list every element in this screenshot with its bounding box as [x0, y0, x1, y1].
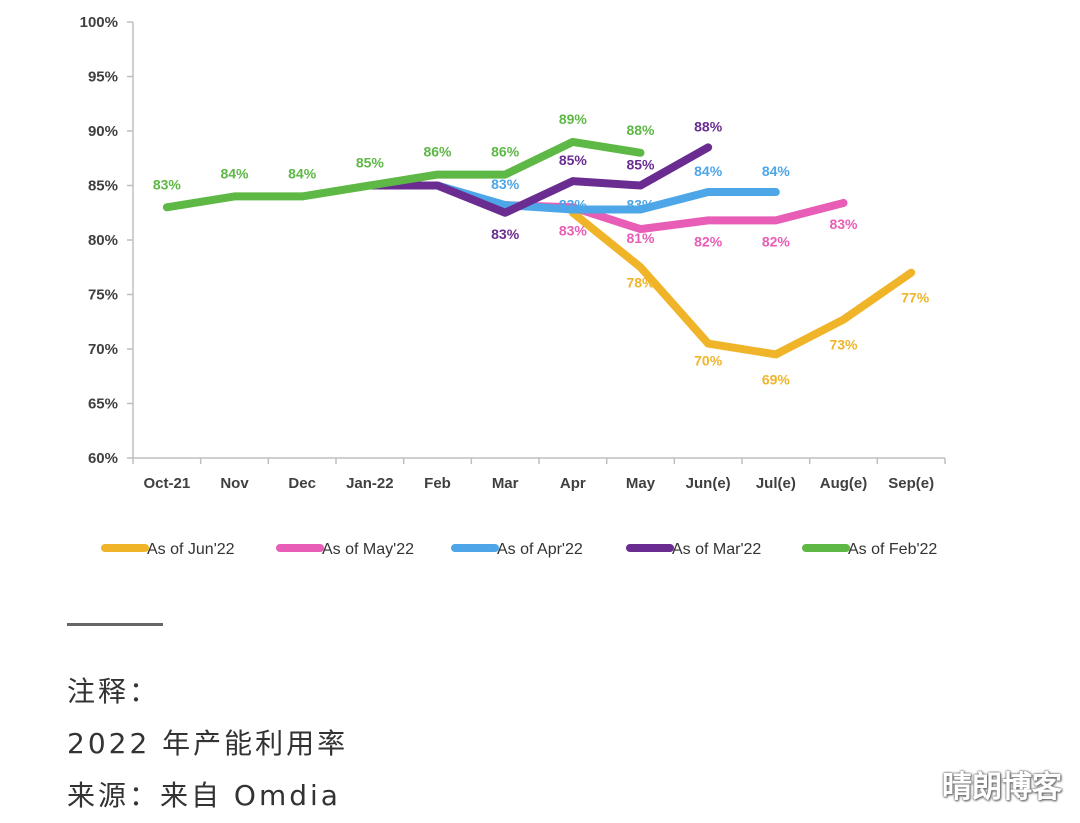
data-label: 84%: [288, 165, 317, 181]
y-tick-label: 90%: [88, 123, 118, 140]
series-line: [568, 208, 916, 359]
y-tick-label: 80%: [88, 232, 118, 249]
data-label: 85%: [356, 155, 385, 171]
data-label: 82%: [762, 233, 791, 249]
data-label: 88%: [626, 122, 655, 138]
x-tick-label: Jan-22: [346, 475, 394, 492]
x-tick-label: Dec: [288, 475, 316, 492]
data-label: 86%: [423, 144, 452, 160]
x-tick-label: Jul(e): [756, 475, 796, 492]
legend-label: As of May'22: [322, 541, 414, 558]
series-line: [433, 181, 780, 214]
y-tick-label: 65%: [88, 396, 118, 413]
y-tick-label: 85%: [88, 178, 118, 195]
data-label: 70%: [694, 353, 723, 369]
data-label: 82%: [694, 233, 723, 249]
data-label: 83%: [153, 176, 182, 192]
data-label: 86%: [491, 144, 520, 160]
legend-label: As of Jun'22: [147, 541, 235, 558]
data-label: 84%: [762, 163, 791, 179]
x-tick-label: Nov: [220, 475, 249, 492]
data-label: 83%: [491, 226, 520, 242]
x-tick-label: Jun(e): [686, 475, 731, 492]
data-label: 81%: [626, 230, 655, 246]
notes-heading: 注释：: [67, 675, 161, 708]
watermark: 晴朗博客: [942, 770, 1062, 805]
y-tick-label: 60%: [88, 450, 118, 467]
data-label: 84%: [694, 163, 723, 179]
data-label: 83%: [829, 216, 858, 232]
series-line: [365, 143, 713, 217]
notes-line-2: 来源：来自 Omdia: [67, 779, 341, 812]
x-tick-label: Sep(e): [888, 475, 934, 492]
data-label: 77%: [901, 290, 930, 306]
notes-line-1: 2022 年产能利用率: [67, 727, 349, 760]
x-tick-label: May: [626, 475, 656, 492]
legend-label: As of Feb'22: [848, 541, 937, 558]
y-tick-label: 95%: [88, 69, 118, 86]
legend-label: As of Apr'22: [497, 541, 583, 558]
data-label: 83%: [559, 222, 588, 238]
x-tick-label: Aug(e): [820, 475, 868, 492]
chart-axes: 60% 65% 70% 75% 80% 85% 90% 95% 100% Oct-21 Nov Dec…: [80, 14, 946, 492]
chart-data-labels: 83% 84% 84% 85% 86% 86% 89% 88% 83% 85% 85% 88% 83% 8…: [153, 111, 930, 388]
section-divider: [67, 623, 163, 626]
data-label: 83%: [559, 196, 588, 212]
y-tick-label: 70%: [88, 341, 118, 358]
data-label: 89%: [559, 111, 588, 127]
y-tick-label: 75%: [88, 287, 118, 304]
data-label: 84%: [220, 165, 249, 181]
data-label: 83%: [491, 176, 520, 192]
data-label: 73%: [829, 337, 858, 353]
legend-label: As of Mar'22: [672, 541, 761, 558]
data-label: 78%: [626, 274, 655, 290]
chart-legend: As of Jun'22 As of May'22 As of Apr'22 As o…: [101, 541, 937, 558]
chart-series: [162, 137, 916, 359]
data-label: 69%: [762, 371, 791, 387]
series-line: [162, 137, 645, 212]
data-label: 83%: [626, 196, 655, 212]
x-tick-label: Mar: [492, 475, 519, 492]
data-label: 85%: [559, 152, 588, 168]
x-tick-label: Apr: [560, 475, 586, 492]
line-chart: 60% 65% 70% 75% 80% 85% 90% 95% 100% Oct-21 Nov Dec…: [80, 14, 946, 558]
x-tick-label: Feb: [424, 475, 451, 492]
data-label: 85%: [626, 157, 655, 173]
data-label: 88%: [694, 118, 723, 134]
y-tick-label: 100%: [80, 14, 118, 31]
x-tick-label: Oct-21: [143, 475, 190, 492]
